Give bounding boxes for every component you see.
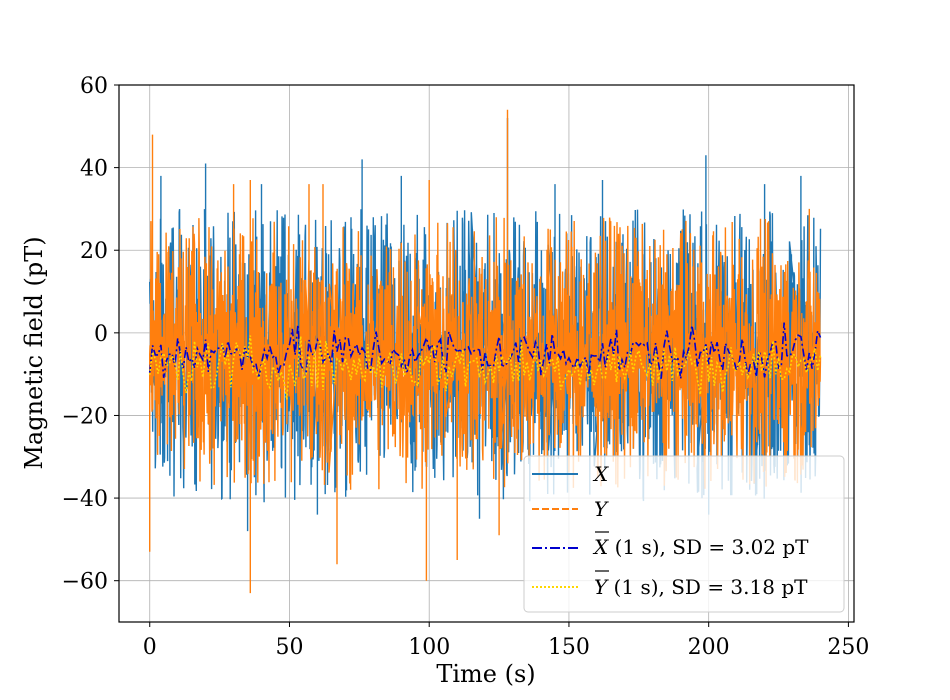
legend-y-mean-label: Y (1 s), SD = 3.18 pT	[594, 575, 808, 599]
y-axis-ticks: −60 −40 −20 0 20 40 60	[62, 74, 119, 595]
legend-y-mean-suffix: (1 s), SD = 3.18 pT	[607, 575, 808, 599]
legend-x-mean-label: X (1 s), SD = 3.02 pT	[592, 535, 809, 559]
y-tick-label: −60	[62, 570, 108, 595]
series-layer	[148, 109, 822, 594]
x-tick-label: 150	[548, 635, 590, 660]
series-x-mean-line	[148, 322, 822, 379]
y-axis-label: Magnetic field (pT)	[20, 236, 48, 469]
legend-y-label: Y	[594, 497, 609, 521]
series-y-path	[149, 109, 822, 594]
y-tick-label: 60	[80, 74, 108, 99]
y-tick-label: 20	[80, 239, 108, 264]
legend-box	[523, 455, 845, 613]
legend-x-mean-symbol: X	[592, 535, 609, 559]
x-axis-label: Time (s)	[436, 660, 535, 688]
x-axis-ticks: 0 50 100 150 200 250	[143, 622, 869, 660]
x-tick-label: 100	[408, 635, 450, 660]
x-tick-label: 250	[827, 635, 869, 660]
x-tick-label: 200	[688, 635, 730, 660]
plot-frame	[118, 84, 855, 623]
y-tick-label: −40	[62, 487, 108, 512]
y-tick-label: 0	[94, 322, 108, 347]
series-x-mean-path	[148, 322, 822, 379]
series-y-mean-path	[148, 335, 822, 400]
y-tick-label: 40	[80, 157, 108, 182]
legend-y-mean-symbol: Y	[594, 575, 609, 599]
series-y-line	[149, 109, 822, 594]
x-tick-label: 0	[143, 635, 157, 660]
legend: X Y X (1 s), SD = 3.02 pT Y (1 s), SD = …	[523, 455, 845, 613]
series-y-mean-line	[148, 335, 822, 400]
x-tick-label: 50	[275, 635, 303, 660]
legend-x-mean-suffix: (1 s), SD = 3.02 pT	[608, 535, 809, 559]
y-tick-label: −20	[62, 404, 108, 429]
legend-x-label: X	[592, 462, 609, 486]
